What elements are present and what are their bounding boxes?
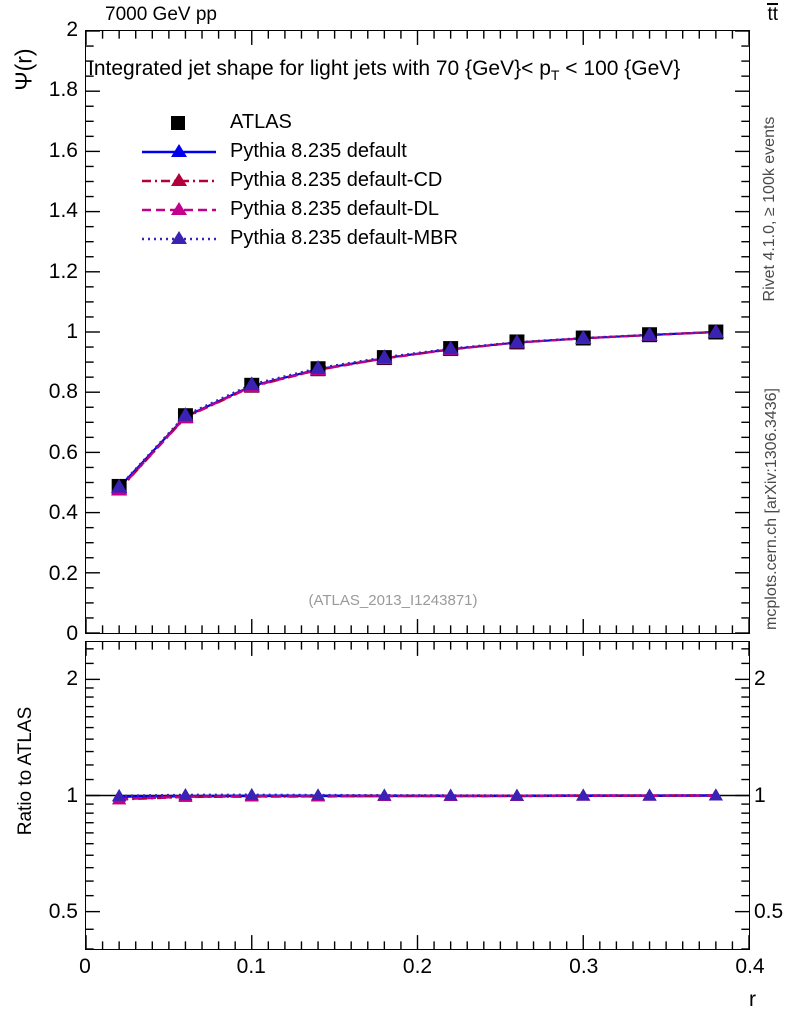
ratio-y-tick-right: 0.5 — [754, 900, 784, 924]
ratio-y-tick-labels: 0.5 1 2 — [0, 641, 78, 950]
main-y-tick: 1.4 — [48, 199, 78, 223]
x-axis-title: r — [749, 988, 756, 1011]
ratio-y-tick-labels-right: 0.5 1 2 — [754, 641, 786, 950]
overline-bar — [767, 3, 778, 5]
legend-entry[interactable]: Pythia 8.235 default-MBR — [140, 224, 458, 253]
legend-entry[interactable]: Pythia 8.235 default — [140, 137, 458, 166]
main-y-tick: 0.4 — [48, 501, 78, 525]
process-label: tt — [767, 3, 778, 26]
process-text: tt — [767, 4, 778, 25]
legend-key-square-marker — [140, 113, 218, 133]
beam-energy-label: 7000 GeV pp — [105, 4, 217, 25]
x-tick: 0.3 — [569, 955, 599, 978]
legend-label: Pythia 8.235 default-CD — [230, 169, 443, 191]
mcplots-source-credit: mcplots.cern.ch [arXiv:1306.3436] — [763, 388, 780, 630]
legend-entry[interactable]: Pythia 8.235 default-CD — [140, 166, 458, 195]
x-tick: 0.2 — [402, 955, 433, 978]
plot-title-subscript: T — [550, 66, 560, 83]
legend-entry[interactable]: Pythia 8.235 default-DL — [140, 195, 458, 224]
legend-label: Pythia 8.235 default-MBR — [230, 227, 458, 249]
main-y-tick: 1.2 — [48, 259, 78, 283]
legend-label: Pythia 8.235 default — [230, 140, 407, 162]
main-y-axis-title: Ψ(r) — [10, 48, 37, 91]
legend-key-line-marker — [140, 142, 218, 162]
analysis-watermark: (ATLAS_2013_I1243871) — [308, 592, 478, 609]
legend-label: ATLAS — [230, 111, 292, 133]
x-tick: 0.4 — [735, 955, 765, 978]
main-plot-canvas — [86, 31, 749, 633]
main-y-tick: 1 — [66, 320, 78, 343]
legend-key-line-marker — [140, 171, 218, 191]
legend-label: Pythia 8.235 default-DL — [230, 198, 440, 220]
ratio-y-tick-right: 1 — [754, 783, 766, 807]
main-y-tick: 0.2 — [48, 561, 78, 585]
ratio-y-axis-title: Ratio to ATLAS — [15, 706, 36, 836]
plot-title: Integrated jet shape for light jets with… — [88, 57, 680, 83]
x-tick: 0.1 — [236, 955, 266, 978]
plot-title-post: < 100 {GeV} — [559, 57, 681, 80]
x-tick-labels: 0 0.1 0.2 0.3 0.4 — [79, 955, 764, 983]
main-y-tick-labels: 0 0.2 0.4 0.6 0.8 1 1.2 1.4 1.6 1.8 2 — [0, 18, 78, 645]
legend-key-line-marker — [140, 229, 218, 249]
plot-title-pre: Integrated jet shape for light jets with… — [88, 57, 551, 80]
main-y-tick: 2 — [66, 18, 78, 41]
ratio-y-tick-right: 2 — [754, 666, 766, 690]
ratio-plot-canvas — [86, 642, 749, 949]
legend-entry[interactable]: ATLAS — [140, 108, 458, 137]
ratio-y-tick: 1 — [66, 783, 78, 807]
main-plot-panel — [85, 30, 750, 634]
legend-key-line-marker — [140, 200, 218, 220]
main-y-tick: 0 — [66, 622, 78, 645]
ratio-y-tick: 0.5 — [48, 900, 78, 924]
main-y-tick: 1.6 — [48, 138, 78, 162]
legend: ATLAS Pythia 8.235 default Pythia 8.235 de… — [140, 108, 458, 253]
x-tick: 0 — [79, 955, 91, 978]
main-y-tick: 1.8 — [48, 78, 78, 102]
main-y-tick: 0.6 — [48, 440, 78, 464]
rivet-version-credit: Rivet 4.1.0, ≥ 100k events — [761, 116, 778, 302]
ratio-plot-panel — [85, 641, 750, 950]
ratio-y-tick: 2 — [66, 666, 78, 690]
main-y-tick: 0.8 — [48, 380, 78, 404]
